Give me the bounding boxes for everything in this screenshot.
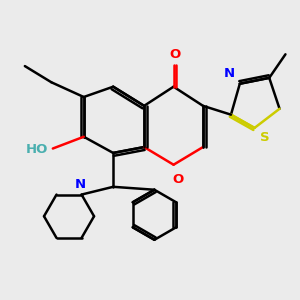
Text: N: N xyxy=(74,178,86,191)
Text: HO: HO xyxy=(26,143,48,157)
Text: O: O xyxy=(169,48,181,61)
Text: S: S xyxy=(260,131,269,144)
Text: N: N xyxy=(224,67,235,80)
Text: O: O xyxy=(172,173,184,186)
